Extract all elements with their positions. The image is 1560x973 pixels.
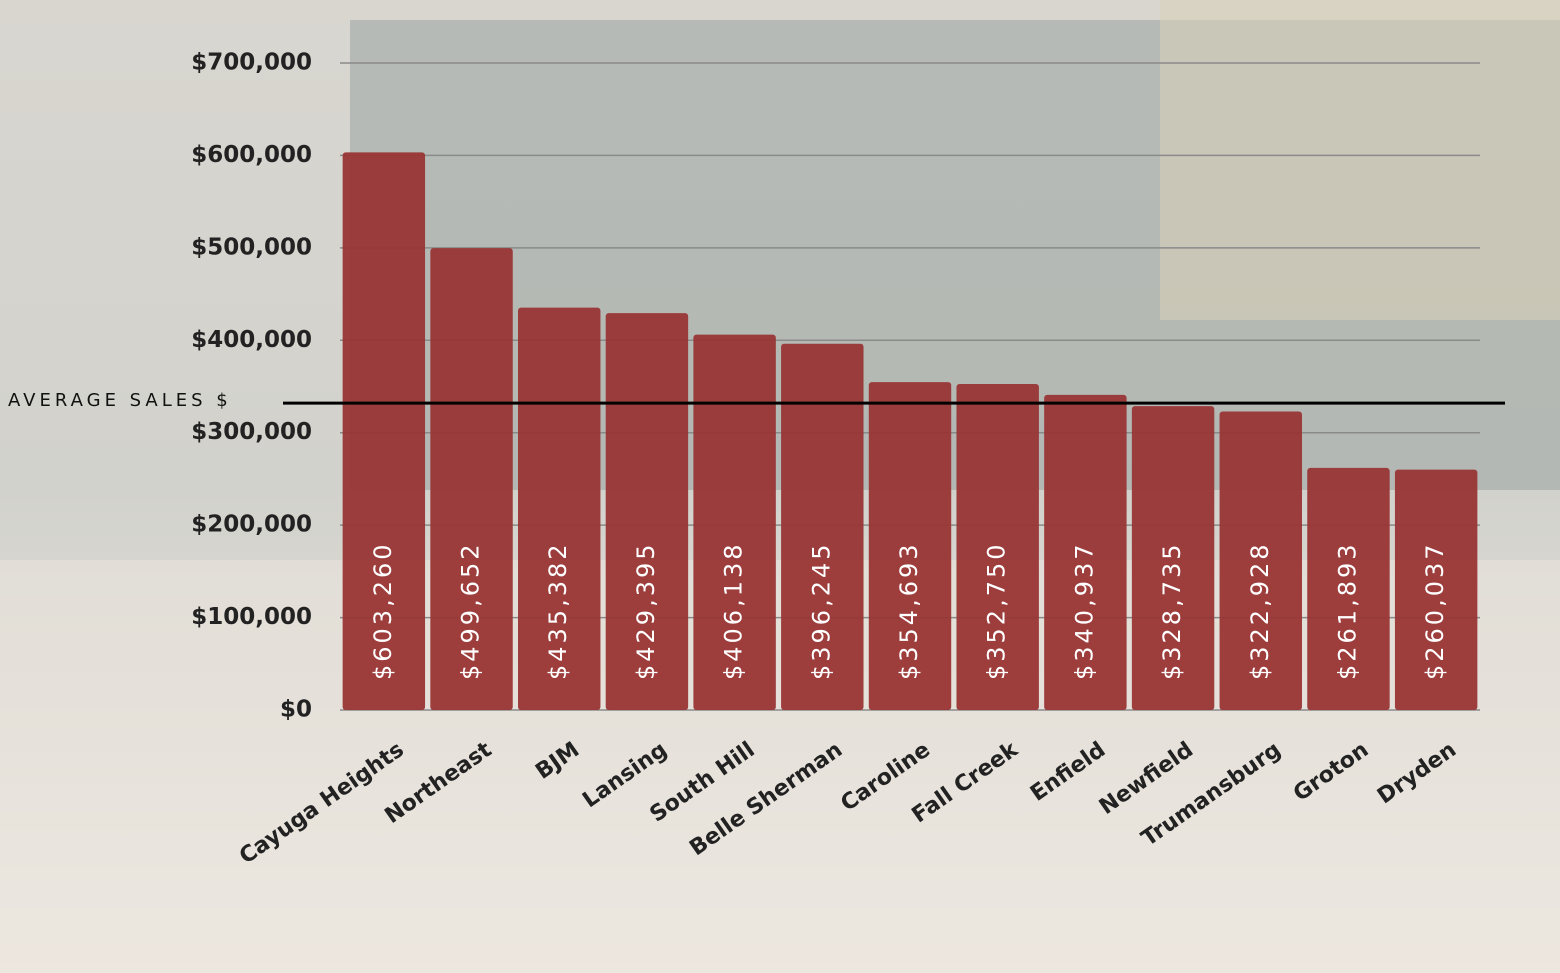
value-label: $328,735 bbox=[1158, 541, 1186, 680]
bar bbox=[1394, 469, 1478, 710]
value-label: $603,260 bbox=[369, 541, 397, 680]
value-label: $499,652 bbox=[457, 541, 485, 680]
bar bbox=[693, 334, 776, 710]
value-label: $429,395 bbox=[632, 541, 660, 680]
reference-label: AVERAGE SALES $ bbox=[8, 390, 232, 411]
value-label: $354,693 bbox=[895, 541, 923, 680]
value-label: $322,928 bbox=[1246, 541, 1274, 680]
value-label: $340,937 bbox=[1070, 541, 1098, 680]
y-tick-label: $0 bbox=[280, 697, 312, 723]
map bbox=[1160, 0, 1560, 320]
value-label: $352,750 bbox=[983, 541, 1011, 680]
y-tick-label: $100,000 bbox=[191, 604, 312, 630]
y-tick-label: $600,000 bbox=[191, 142, 312, 168]
bar bbox=[956, 383, 1039, 710]
y-tick-label: $700,000 bbox=[191, 50, 312, 76]
bar bbox=[868, 382, 952, 710]
value-label: $261,893 bbox=[1333, 541, 1361, 680]
bar bbox=[342, 152, 426, 710]
value-label: $435,382 bbox=[544, 541, 572, 680]
bar bbox=[430, 248, 513, 711]
y-tick-label: $500,000 bbox=[191, 234, 312, 260]
bar bbox=[605, 313, 689, 710]
y-tick-label: $200,000 bbox=[191, 512, 312, 538]
y-tick-label: $400,000 bbox=[191, 327, 312, 353]
value-label: $260,037 bbox=[1421, 541, 1449, 680]
y-tick-label: $300,000 bbox=[191, 419, 312, 445]
value-label: $396,245 bbox=[807, 541, 835, 680]
bar bbox=[781, 343, 864, 710]
value-label: $406,138 bbox=[720, 541, 748, 680]
bar bbox=[1044, 394, 1127, 710]
bar bbox=[1307, 467, 1390, 710]
bar bbox=[518, 307, 601, 710]
bar bbox=[1219, 411, 1302, 710]
bar bbox=[1131, 406, 1215, 710]
